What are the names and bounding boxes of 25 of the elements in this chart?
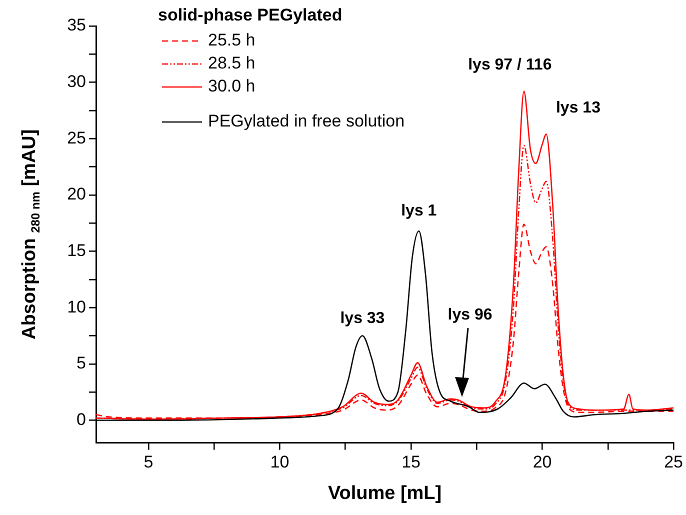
annotation: lys 1 bbox=[401, 202, 437, 220]
y-tick-label: 20 bbox=[67, 184, 86, 204]
y-tick-label: 0 bbox=[76, 410, 86, 429]
x-tick-label: 5 bbox=[144, 452, 154, 472]
y-tick-label: 15 bbox=[67, 240, 86, 260]
annotation: lys 97 / 116 bbox=[468, 56, 552, 74]
legend-label: PEGylated in free solution bbox=[208, 112, 405, 131]
annotation: lys 33 bbox=[340, 310, 385, 328]
y-tick-label: 25 bbox=[67, 128, 86, 148]
y-tick-label: 35 bbox=[67, 16, 86, 35]
x-tick-label: 10 bbox=[270, 452, 290, 472]
legend-label: 25.5 h bbox=[208, 30, 256, 50]
annotation: lys 96 bbox=[448, 306, 492, 324]
y-axis-title: Absorption 280 nm [mAU] bbox=[19, 129, 42, 340]
legend-label: 30.0 h bbox=[208, 76, 256, 96]
annotation: lys 13 bbox=[556, 100, 601, 117]
y-tick-label: 10 bbox=[67, 297, 86, 316]
x-axis-title: Volume [mL] bbox=[328, 482, 442, 504]
legend-label: 28.5 h bbox=[208, 54, 256, 73]
y-tick-label: 5 bbox=[76, 354, 86, 373]
legend-title: solid-phase PEGylated bbox=[158, 6, 342, 25]
x-tick-label: 20 bbox=[532, 452, 552, 472]
y-tick-label: 30 bbox=[67, 72, 86, 92]
x-tick-label: 15 bbox=[402, 452, 420, 472]
x-tick-label: 25 bbox=[664, 452, 684, 472]
